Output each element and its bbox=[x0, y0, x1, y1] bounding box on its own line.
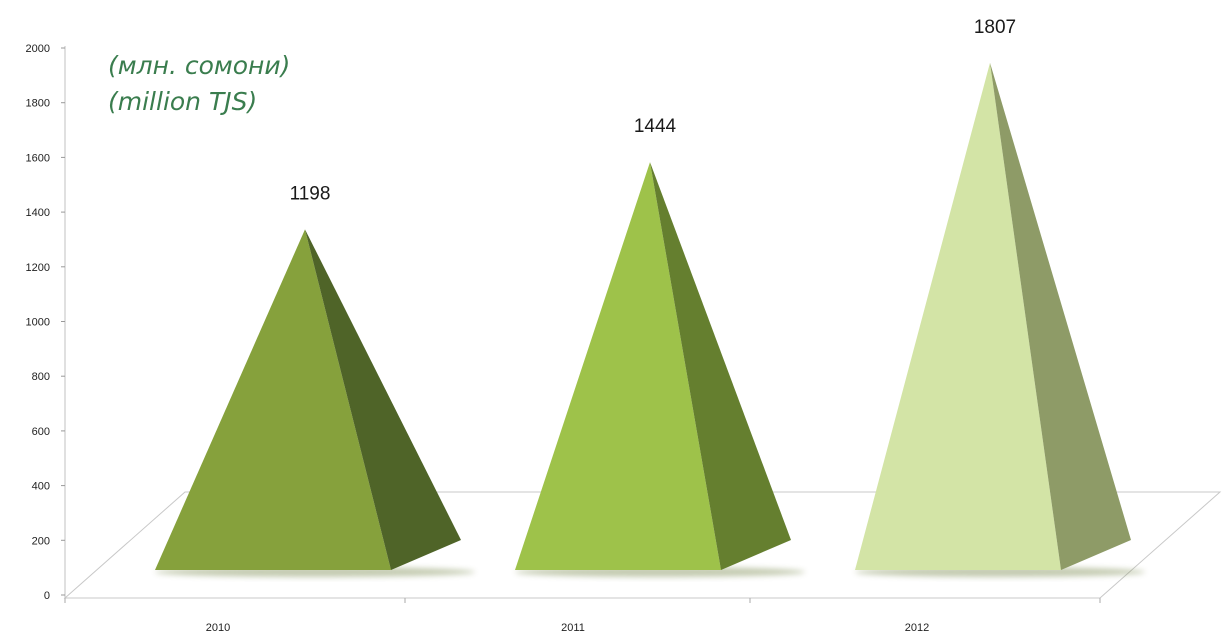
y-tick-label: 2000 bbox=[26, 43, 50, 55]
y-tick-label: 800 bbox=[32, 371, 50, 383]
data-label: 1444 bbox=[634, 116, 677, 137]
data-labels: 1198 1444 1807 bbox=[290, 17, 1017, 205]
pyramid-front-face bbox=[155, 229, 391, 571]
pyramid-series bbox=[155, 62, 1131, 571]
x-axis-ticks: 2010 2011 2012 bbox=[64, 598, 1101, 633]
y-tick-label: 1800 bbox=[26, 98, 50, 110]
y-tick-label: 200 bbox=[32, 535, 50, 547]
y-tick-label: 1000 bbox=[26, 317, 50, 329]
pyramid-side-face bbox=[990, 62, 1131, 571]
x-tick-label: 2010 bbox=[206, 622, 230, 633]
y-tick-label: 1600 bbox=[26, 152, 50, 164]
y-tick-label: 1400 bbox=[26, 207, 50, 219]
chart-floor bbox=[63, 491, 1222, 599]
x-tick-label: 2011 bbox=[561, 622, 585, 633]
pyramid-side-face bbox=[650, 162, 791, 571]
y-tick-label: 0 bbox=[44, 590, 50, 602]
unit-label-tajik: (млн. сомони) bbox=[108, 51, 290, 80]
y-tick-label: 400 bbox=[32, 481, 50, 493]
data-label: 1198 bbox=[290, 183, 331, 204]
data-label: 1807 bbox=[974, 17, 1016, 38]
y-tick-label: 600 bbox=[32, 426, 50, 438]
y-axis-ticks: 0 200 400 600 800 1000 1200 1400 1600 1800 2000 bbox=[26, 43, 65, 602]
y-tick-label: 1200 bbox=[26, 262, 50, 274]
pyramid-front-face bbox=[515, 162, 721, 571]
pyramid-front-face bbox=[855, 62, 1061, 571]
x-tick-label: 2012 bbox=[905, 622, 929, 633]
unit-label-english: (million TJS) bbox=[108, 87, 257, 116]
pyramid-side-face bbox=[305, 229, 461, 571]
